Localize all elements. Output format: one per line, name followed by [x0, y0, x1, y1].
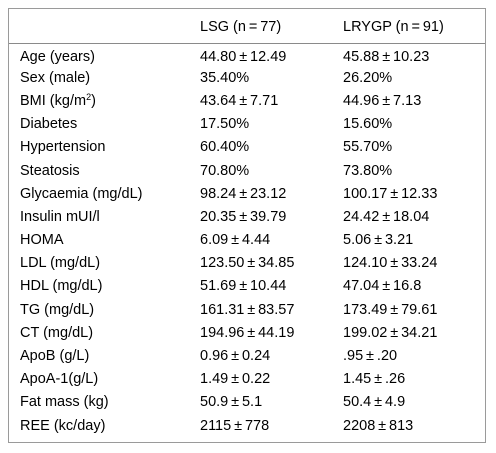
lrygp-value: 44.96 ± 7.13	[343, 92, 422, 109]
lrygp-value: 15.60%	[343, 116, 393, 133]
lsg-value: 70.80%	[200, 162, 250, 179]
row-label: Glycaemia (mg/dL)	[20, 185, 143, 202]
lrygp-value: 100.17 ± 12.33	[343, 185, 438, 202]
table-row: Sex (male) 35.40% 26.20%	[9, 66, 485, 89]
lsg-value: 6.09 ± 4.44	[200, 232, 271, 249]
table-row: Glycaemia (mg/dL) 98.24 ± 23.12 100.17 ±…	[9, 182, 485, 205]
row-label: CT (mg/dL)	[20, 324, 94, 341]
table-row: LDL (mg/dL) 123.50 ± 34.85 124.10 ± 33.2…	[9, 252, 485, 275]
lsg-value: 2115 ± 778	[200, 417, 270, 434]
lsg-value: 20.35 ± 39.79	[200, 208, 287, 225]
table-row: HOMA 6.09 ± 4.44 5.06 ± 3.21	[9, 229, 485, 252]
lrygp-value: 173.49 ± 79.61	[343, 301, 438, 318]
row-label: REE (kc/day)	[20, 417, 106, 434]
table-row: Insulin mUI/l 20.35 ± 39.79 24.42 ± 18.0…	[9, 205, 485, 228]
lrygp-value: 26.20%	[343, 69, 393, 86]
row-label: BMI (kg/m2)	[9, 89, 200, 112]
table-row: REE (kc/day) 2115 ± 778 2208 ± 813	[9, 414, 485, 437]
table-row: HDL (mg/dL) 51.69 ± 10.44 47.04 ± 16.8	[9, 275, 485, 298]
row-label-text: BMI (kg/m	[20, 92, 87, 109]
superscript-two: 2	[86, 91, 92, 102]
row-label: Sex (male)	[20, 69, 91, 86]
row-label: Diabetes	[20, 116, 78, 133]
lsg-value: 1.49 ± 0.22	[200, 371, 271, 388]
lrygp-value: 5.06 ± 3.21	[343, 232, 414, 249]
table-row: Steatosis 70.80% 73.80%	[9, 159, 485, 182]
row-label: ApoB (g/L)	[20, 348, 90, 365]
row-label: LDL (mg/dL)	[20, 255, 101, 272]
lsg-value: 35.40%	[200, 69, 250, 86]
table-row: Fat mass (kg) 50.9 ± 5.1 50.4 ± 4.9	[9, 391, 485, 414]
lsg-value: 98.24 ± 23.12	[200, 185, 287, 202]
lrygp-value: 1.45 ± .26	[343, 371, 406, 388]
row-label: Age (years)	[20, 48, 95, 65]
lrygp-value: 24.42 ± 18.04	[343, 208, 430, 225]
table-row: Diabetes 17.50% 15.60%	[9, 113, 485, 136]
lrygp-value: 199.02 ± 34.21	[343, 324, 438, 341]
lsg-value: 123.50 ± 34.85	[200, 255, 295, 272]
lrygp-value: 124.10 ± 33.24	[343, 255, 438, 272]
header-variable	[9, 9, 200, 44]
header-lrygp: LRYGP (n = 91)	[343, 9, 485, 44]
row-label: Fat mass (kg)	[20, 394, 109, 411]
lrygp-value: 47.04 ± 16.8	[343, 278, 422, 295]
lrygp-value: 73.80%	[343, 162, 393, 179]
table-row: BMI (kg/m2) 43.64 ± 7.71 44.96 ± 7.13	[9, 89, 485, 112]
lrygp-value: 2208 ± 813	[343, 417, 414, 434]
table-row: TG (mg/dL) 161.31 ± 83.57 173.49 ± 79.61	[9, 298, 485, 321]
header-row: LSG (n = 77) LRYGP (n = 91)	[9, 9, 485, 44]
header-lsg: LSG (n = 77)	[200, 9, 343, 44]
lsg-value: 44.80 ± 12.49	[200, 48, 287, 65]
table-row: Age (years) 44.80 ± 12.49 45.88 ± 10.23	[9, 43, 485, 66]
lsg-value: 50.9 ± 5.1	[200, 394, 263, 411]
lsg-value: 51.69 ± 10.44	[200, 278, 287, 295]
lrygp-value: 45.88 ± 10.23	[343, 48, 430, 65]
lrygp-value: 55.70%	[343, 139, 393, 156]
comparison-table: LSG (n = 77) LRYGP (n = 91) Age (years) …	[9, 9, 485, 437]
row-label: Steatosis	[20, 162, 80, 179]
row-label: Hypertension	[20, 139, 106, 156]
row-label: ApoA-1(g/L)	[20, 371, 99, 388]
lsg-value: 161.31 ± 83.57	[200, 301, 295, 318]
comparison-table-frame: LSG (n = 77) LRYGP (n = 91) Age (years) …	[8, 8, 486, 443]
lsg-value: 194.96 ± 44.19	[200, 324, 295, 341]
lsg-value: 43.64 ± 7.71	[200, 92, 279, 109]
row-label: Insulin mUI/l	[20, 208, 100, 225]
lsg-value: 60.40%	[200, 139, 250, 156]
row-label-close: )	[91, 92, 96, 109]
row-label: HDL (mg/dL)	[20, 278, 103, 295]
lsg-value: 0.96 ± 0.24	[200, 348, 271, 365]
lsg-value: 17.50%	[200, 116, 250, 133]
lrygp-value: .95 ± .20	[343, 348, 398, 365]
table-row: Hypertension 60.40% 55.70%	[9, 136, 485, 159]
table-row: CT (mg/dL) 194.96 ± 44.19 199.02 ± 34.21	[9, 321, 485, 344]
table-row: ApoA-1(g/L) 1.49 ± 0.22 1.45 ± .26	[9, 368, 485, 391]
row-label: TG (mg/dL)	[20, 301, 95, 318]
row-label: HOMA	[20, 232, 64, 249]
lrygp-value: 50.4 ± 4.9	[343, 394, 406, 411]
table-row: ApoB (g/L) 0.96 ± 0.24 .95 ± .20	[9, 344, 485, 367]
